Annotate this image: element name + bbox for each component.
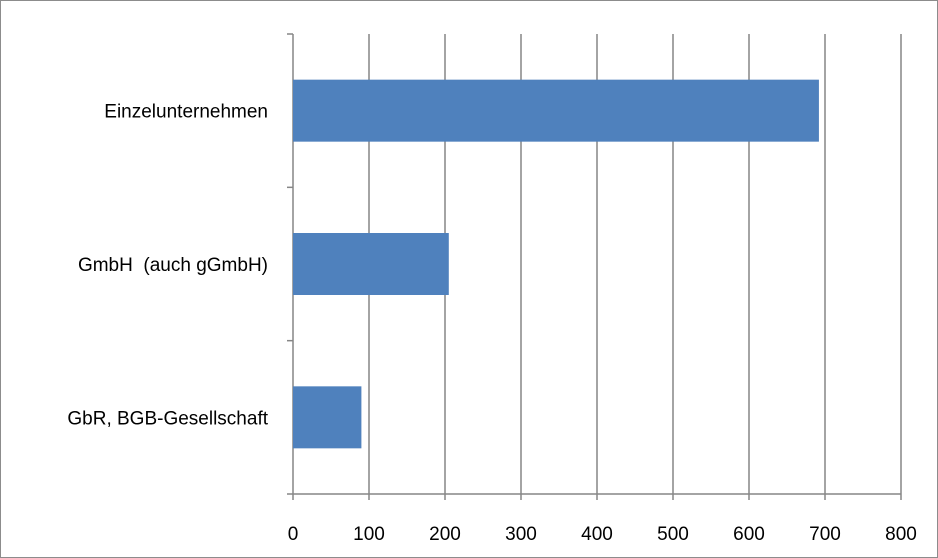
bar (293, 79, 819, 142)
category-label: Einzelunternehmen (104, 102, 268, 123)
category-label: GmbH (auch gGmbH) (78, 255, 268, 276)
x-tick-label: 200 (429, 524, 461, 545)
x-tick-label: 500 (657, 524, 689, 545)
category-label: GbR, BGB-Gesellschaft (67, 408, 268, 429)
category-labels: Einzelunternehmen GmbH (auch gGmbH) GbR, B… (67, 102, 268, 430)
x-tick-label: 100 (353, 524, 385, 545)
bar (293, 233, 449, 295)
bar (293, 386, 362, 449)
x-tick-label: 800 (885, 524, 917, 545)
x-tick-label: 600 (733, 524, 765, 545)
bars (293, 79, 819, 449)
x-tick-label: 400 (581, 524, 613, 545)
x-tick-label: 300 (505, 524, 537, 545)
x-tick-labels: 0 100 200 300 400 500 600 700 800 (288, 524, 917, 545)
x-tick-label: 700 (809, 524, 841, 545)
x-tick-label: 0 (288, 524, 299, 545)
